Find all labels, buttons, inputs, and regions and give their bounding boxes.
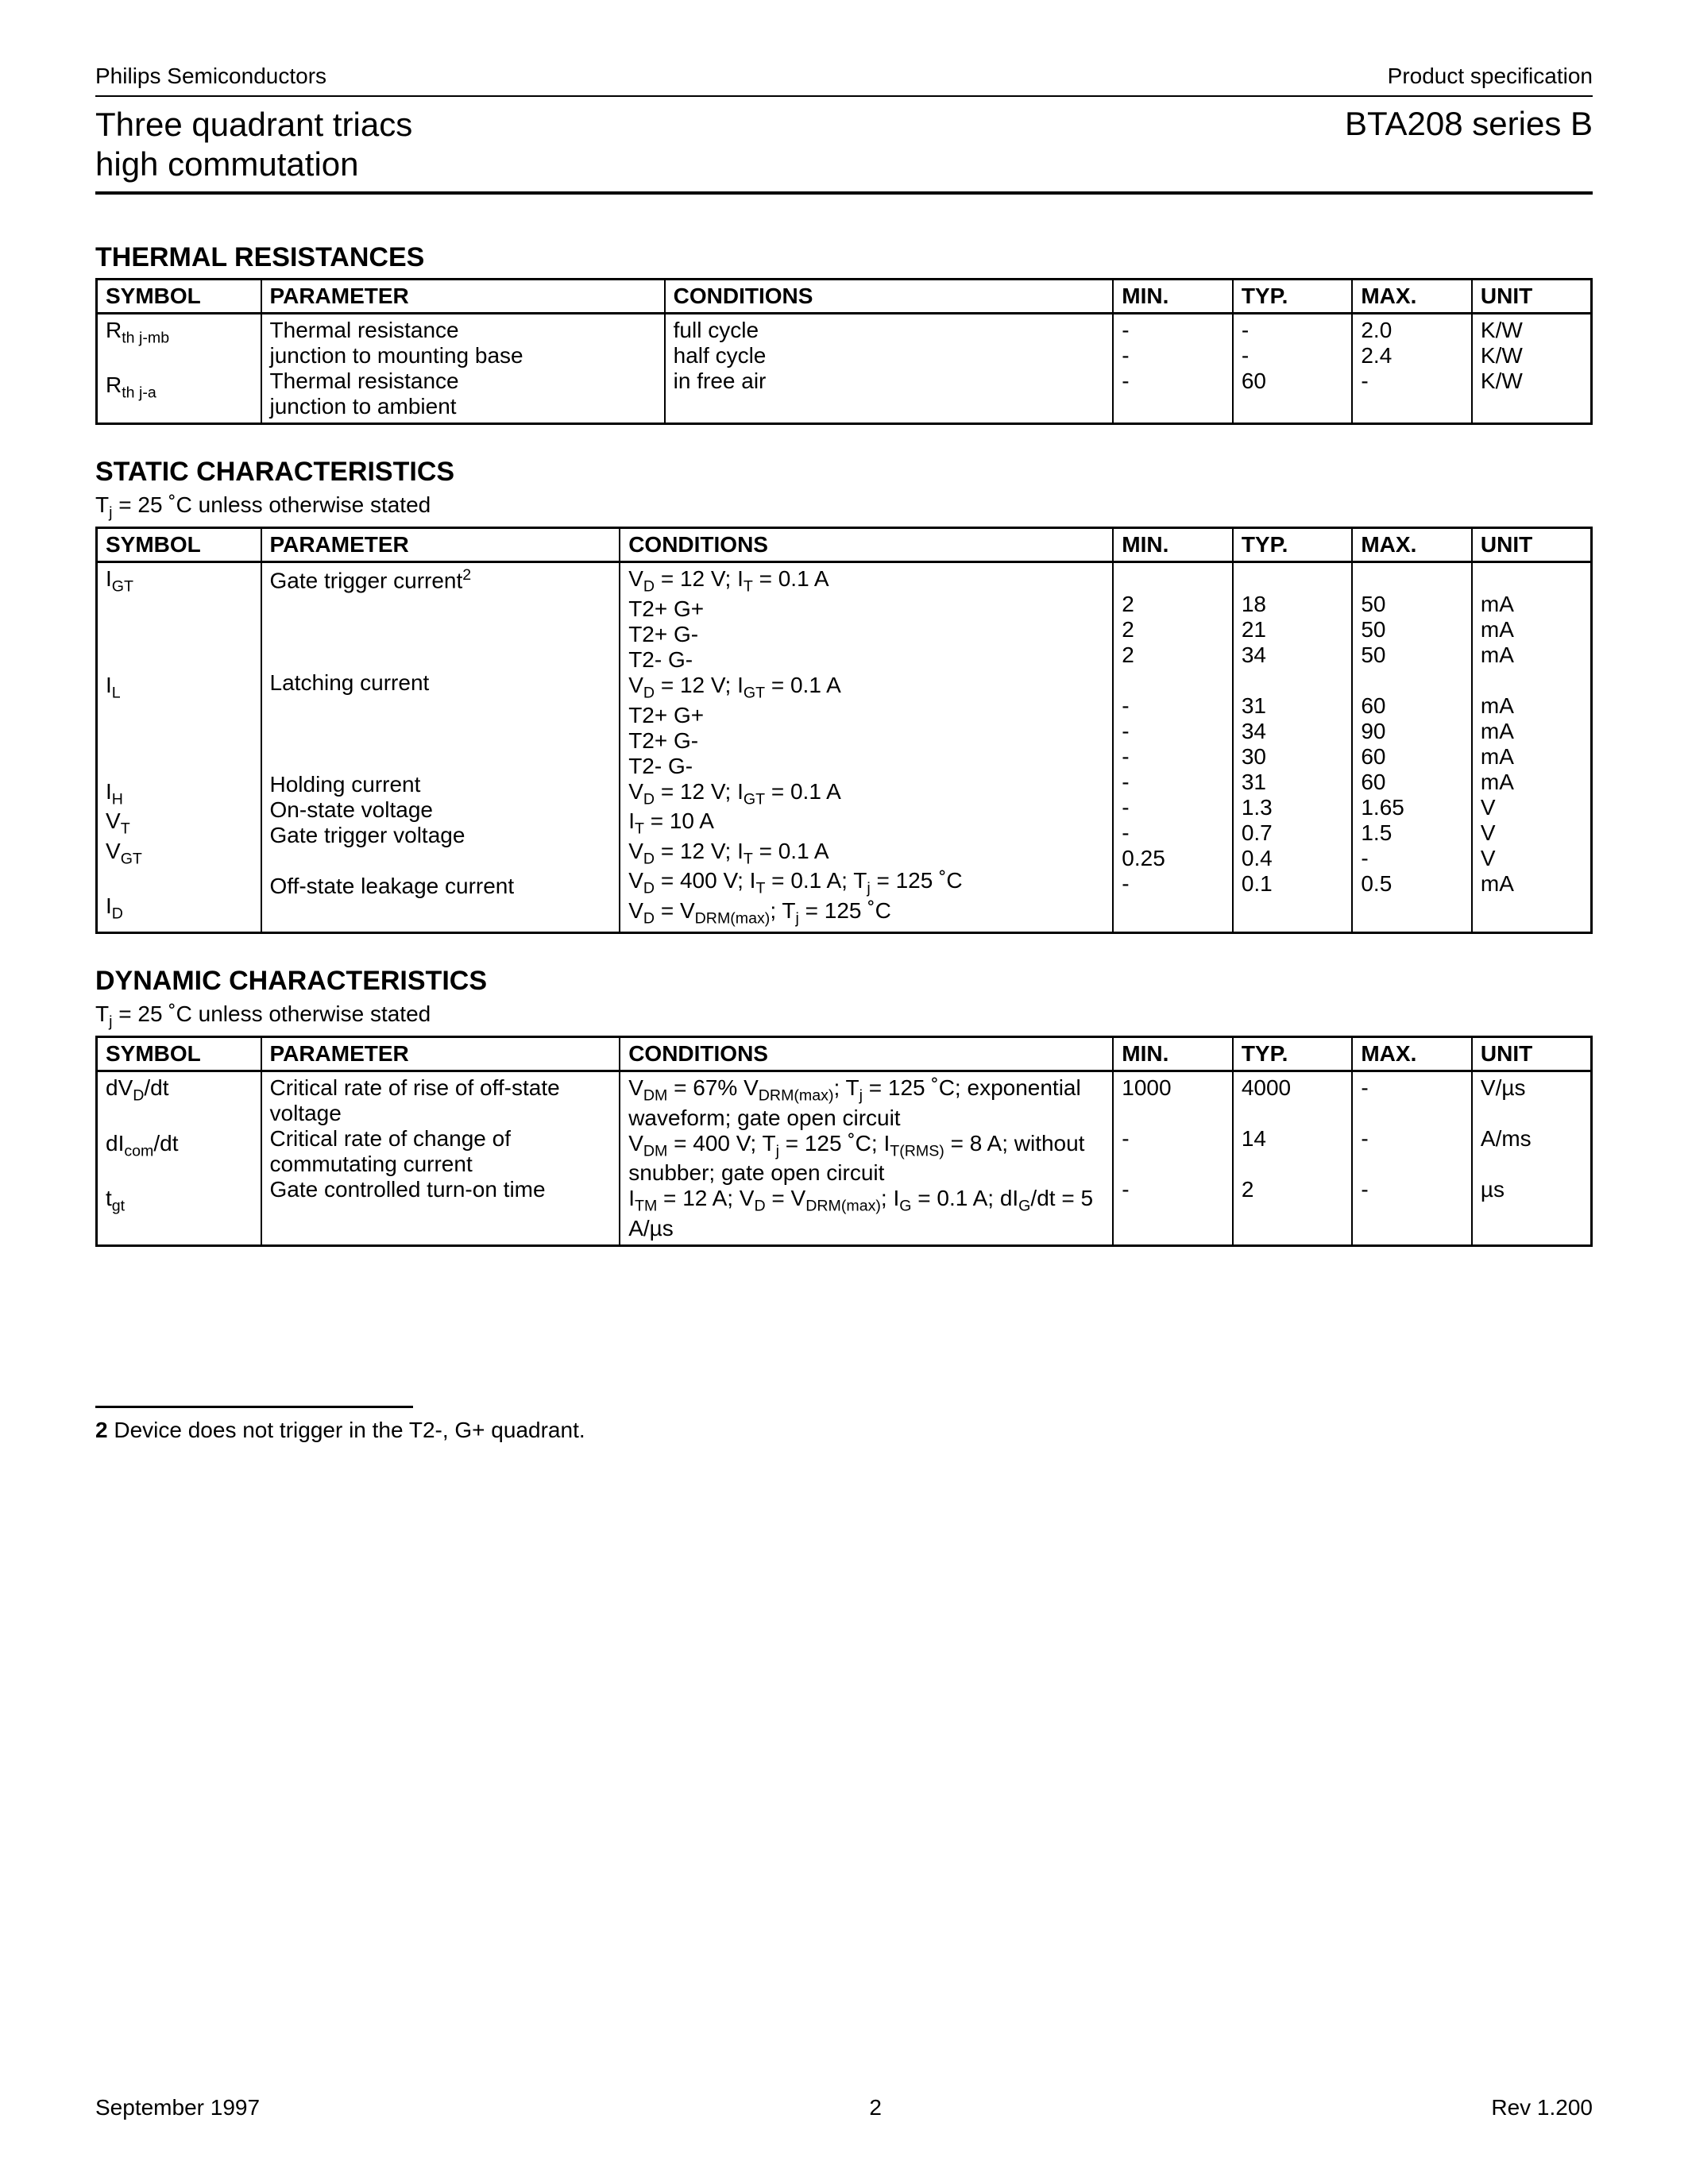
th-symbol: SYMBOL — [97, 279, 261, 313]
th-unit: UNIT — [1472, 279, 1592, 313]
cell-parameter: Critical rate of rise of off-state volta… — [261, 1071, 620, 1246]
th-conditions: CONDITIONS — [620, 528, 1113, 562]
footnote: 2 Device does not trigger in the T2-, G+… — [95, 1418, 1593, 1443]
th-conditions: CONDITIONS — [620, 1037, 1113, 1071]
th-typ: TYP. — [1233, 528, 1353, 562]
table-row: dVD/dt dIcom/dt tgt Critical rate of ris… — [97, 1071, 1592, 1246]
cell-max: 50 50 50 60 90 60 60 1.65 1.5 - 0.5 — [1352, 562, 1472, 932]
cell-typ: 18 21 34 31 34 30 31 1.3 0.7 0.4 0.1 — [1233, 562, 1353, 932]
th-parameter: PARAMETER — [261, 528, 620, 562]
cell-typ: - - 60 — [1233, 313, 1353, 423]
dynamic-table: SYMBOL PARAMETER CONDITIONS MIN. TYP. MA… — [95, 1036, 1593, 1247]
th-parameter: PARAMETER — [261, 279, 665, 313]
title-row: Three quadrant triacs high commutation B… — [95, 105, 1593, 195]
cell-symbol: Rth j-mb Rth j-a — [97, 313, 261, 423]
cell-unit: V/µs A/ms µs — [1472, 1071, 1592, 1246]
footer-right: Rev 1.200 — [1491, 2095, 1593, 2120]
cell-min: - - - — [1113, 313, 1233, 423]
th-min: MIN. — [1113, 1037, 1233, 1071]
th-min: MIN. — [1113, 279, 1233, 313]
th-typ: TYP. — [1233, 1037, 1353, 1071]
th-max: MAX. — [1352, 1037, 1472, 1071]
static-table: SYMBOL PARAMETER CONDITIONS MIN. TYP. MA… — [95, 527, 1593, 933]
cell-unit: mA mA mA mA mA mA mA V V V mA — [1472, 562, 1592, 932]
table-row: Rth j-mb Rth j-a Thermal resistance junc… — [97, 313, 1592, 423]
th-typ: TYP. — [1233, 279, 1353, 313]
cell-conditions: VDM = 67% VDRM(max); Tj = 125 ˚C; expone… — [620, 1071, 1113, 1246]
cell-conditions: VD = 12 V; IT = 0.1 A T2+ G+ T2+ G- T2- … — [620, 562, 1113, 932]
cell-parameter: Thermal resistance junction to mounting … — [261, 313, 665, 423]
thermal-table: SYMBOL PARAMETER CONDITIONS MIN. TYP. MA… — [95, 278, 1593, 425]
th-max: MAX. — [1352, 528, 1472, 562]
cell-conditions: full cycle half cycle in free air — [665, 313, 1114, 423]
header-right: Product specification — [1388, 64, 1593, 89]
static-note: Tj = 25 ˚C unless otherwise stated — [95, 492, 1593, 523]
static-heading: STATIC CHARACTERISTICS — [95, 457, 1593, 488]
footer-left: September 1997 — [95, 2095, 260, 2120]
th-symbol: SYMBOL — [97, 528, 261, 562]
header-left: Philips Semiconductors — [95, 64, 326, 89]
cell-max: - - - — [1352, 1071, 1472, 1246]
cell-max: 2.0 2.4 - — [1352, 313, 1472, 423]
th-conditions: CONDITIONS — [665, 279, 1114, 313]
th-unit: UNIT — [1472, 528, 1592, 562]
th-min: MIN. — [1113, 528, 1233, 562]
th-max: MAX. — [1352, 279, 1472, 313]
th-unit: UNIT — [1472, 1037, 1592, 1071]
cell-parameter: Gate trigger current2 Latching current H… — [261, 562, 620, 932]
cell-typ: 4000 14 2 — [1233, 1071, 1353, 1246]
title-right: BTA208 series B — [1345, 105, 1593, 143]
page-footer: September 1997 2 Rev 1.200 — [95, 2095, 1593, 2120]
th-symbol: SYMBOL — [97, 1037, 261, 1071]
top-header: Philips Semiconductors Product specifica… — [95, 64, 1593, 97]
title-line2: high commutation — [95, 145, 412, 184]
cell-symbol: IGT IL IH VT VGT ID — [97, 562, 261, 932]
cell-min: 2 2 2 - - - - - - 0.25 - — [1113, 562, 1233, 932]
cell-symbol: dVD/dt dIcom/dt tgt — [97, 1071, 261, 1246]
title-line1: Three quadrant triacs — [95, 105, 412, 145]
footnote-separator — [95, 1406, 413, 1408]
cell-unit: K/W K/W K/W — [1472, 313, 1592, 423]
th-parameter: PARAMETER — [261, 1037, 620, 1071]
dynamic-note: Tj = 25 ˚C unless otherwise stated — [95, 1001, 1593, 1032]
table-row: IGT IL IH VT VGT ID Gate trigger current… — [97, 562, 1592, 932]
thermal-heading: THERMAL RESISTANCES — [95, 242, 1593, 273]
title-left: Three quadrant triacs high commutation — [95, 105, 412, 185]
cell-min: 1000 - - — [1113, 1071, 1233, 1246]
dynamic-heading: DYNAMIC CHARACTERISTICS — [95, 966, 1593, 997]
footer-center: 2 — [869, 2095, 882, 2120]
